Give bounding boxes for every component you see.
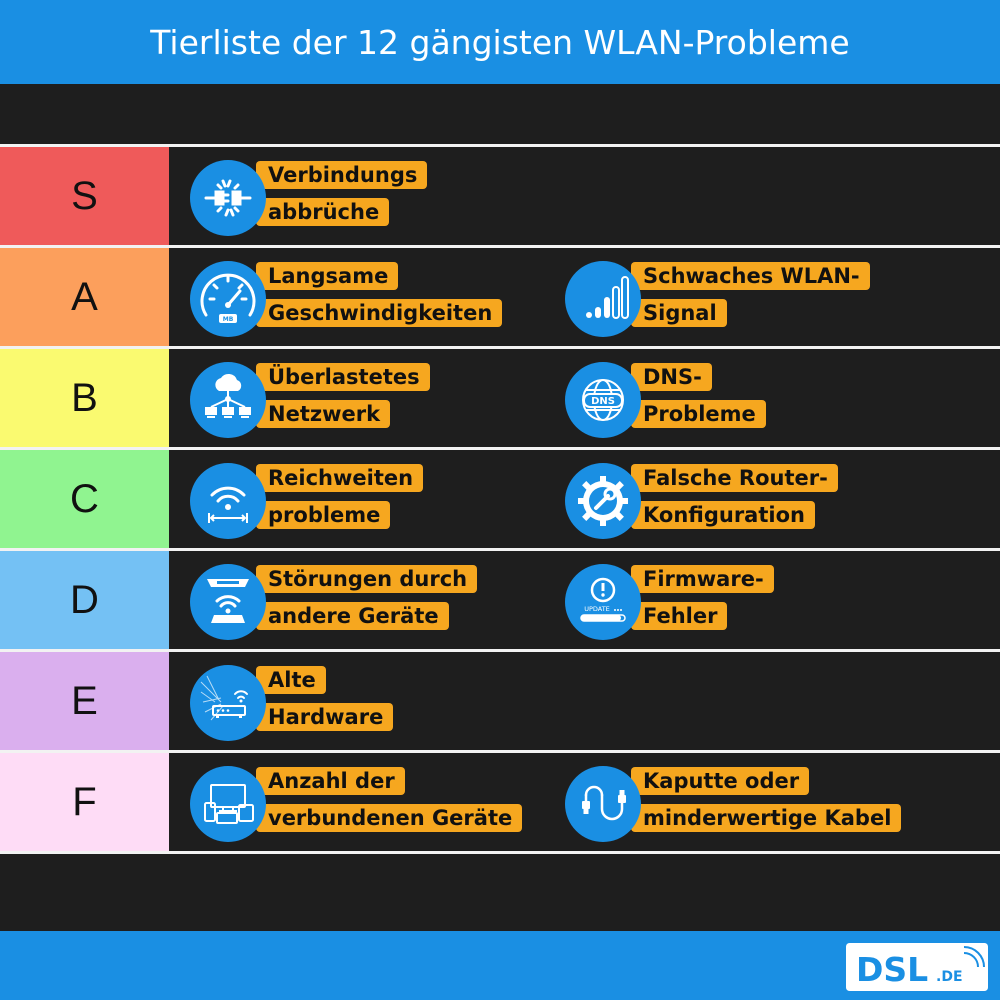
- tier-item: DNS DNS- Probleme: [565, 355, 774, 441]
- tier-label-d: D: [0, 551, 169, 649]
- tier-row-a: A MB Langsame Geschwindigkeiten Schwaches…: [0, 245, 1000, 346]
- speedometer-icon: MB: [190, 261, 266, 337]
- tier-item-label: DNS- Probleme: [631, 359, 774, 433]
- old-router-icon: [190, 665, 266, 741]
- tier-list: S Verbindungs abbrüche A MB Langsame Gesch…: [0, 144, 1000, 854]
- tier-row-s: S Verbindungs abbrüche: [0, 144, 1000, 245]
- update-text: UPDATE: [584, 605, 610, 613]
- tier-row-d: D Störungen durch andere Geräte UPDATE Fi…: [0, 548, 1000, 649]
- tier-item: Reichweiten probleme: [190, 456, 431, 542]
- tier-item: Alte Hardware: [190, 658, 401, 744]
- tier-label-b: B: [0, 349, 169, 447]
- tier-row-c: C Reichweiten probleme Falsche Router- Kon…: [0, 447, 1000, 548]
- interference-icon: [190, 564, 266, 640]
- tier-item-label: Kaputte oder minderwertige Kabel: [631, 763, 909, 837]
- devices-icon: [190, 766, 266, 842]
- tier-label-s: S: [0, 147, 169, 245]
- tier-item: UPDATE Firmware- Fehler: [565, 557, 782, 643]
- tier-item: Störungen durch andere Geräte: [190, 557, 485, 643]
- plug-disconnect-icon: [190, 160, 266, 236]
- tier-item-label: Überlastetes Netzwerk: [256, 359, 438, 433]
- tier-row-e: E Alte Hardware: [0, 649, 1000, 750]
- dsl-logo[interactable]: DSL .DE: [844, 941, 990, 993]
- tier-item: Falsche Router- Konfiguration: [565, 456, 846, 542]
- tier-item-label: Schwaches WLAN- Signal: [631, 258, 878, 332]
- tier-label-c: C: [0, 450, 169, 548]
- tier-row-b: B Überlastetes Netzwerk DNS DNS- Probleme: [0, 346, 1000, 447]
- dns-globe-icon: DNS: [565, 362, 641, 438]
- cloud-network-icon: [190, 362, 266, 438]
- tier-item-label: Langsame Geschwindigkeiten: [256, 258, 510, 332]
- header-banner: Tierliste der 12 gängisten WLAN-Probleme: [0, 0, 1000, 84]
- logo-main-text: DSL: [856, 950, 928, 989]
- tier-item-label: Alte Hardware: [256, 662, 401, 736]
- tier-item: Anzahl der verbundenen Geräte: [190, 759, 530, 845]
- tier-item: Überlastetes Netzwerk: [190, 355, 438, 441]
- svg-text:MB: MB: [223, 316, 234, 323]
- tier-label-a: A: [0, 248, 169, 346]
- tier-label-e: E: [0, 652, 169, 750]
- tier-item: MB Langsame Geschwindigkeiten: [190, 254, 510, 340]
- tier-item-label: Falsche Router- Konfiguration: [631, 460, 846, 534]
- logo-suffix-text: .DE: [936, 969, 963, 985]
- tier-item-label: Verbindungs abbrüche: [256, 157, 435, 231]
- tier-item-label: Anzahl der verbundenen Geräte: [256, 763, 530, 837]
- tier-item: Verbindungs abbrüche: [190, 153, 435, 239]
- tier-item-label: Firmware- Fehler: [631, 561, 782, 635]
- page-title: Tierliste der 12 gängisten WLAN-Probleme: [150, 22, 850, 62]
- tier-item-label: Störungen durch andere Geräte: [256, 561, 485, 635]
- update-warning-icon: UPDATE: [565, 564, 641, 640]
- wifi-range-icon: [190, 463, 266, 539]
- tier-row-f: F Anzahl der verbundenen Geräte Kaputte o…: [0, 750, 1000, 854]
- tier-item: Kaputte oder minderwertige Kabel: [565, 759, 909, 845]
- tier-item: Schwaches WLAN- Signal: [565, 254, 878, 340]
- cable-icon: [565, 766, 641, 842]
- signal-bars-icon: [565, 261, 641, 337]
- footer-banner: DSL .DE: [0, 931, 1000, 1000]
- tier-item-label: Reichweiten probleme: [256, 460, 431, 534]
- svg-text:DNS: DNS: [591, 396, 615, 407]
- gear-wrench-icon: [565, 463, 641, 539]
- tier-label-f: F: [0, 753, 169, 851]
